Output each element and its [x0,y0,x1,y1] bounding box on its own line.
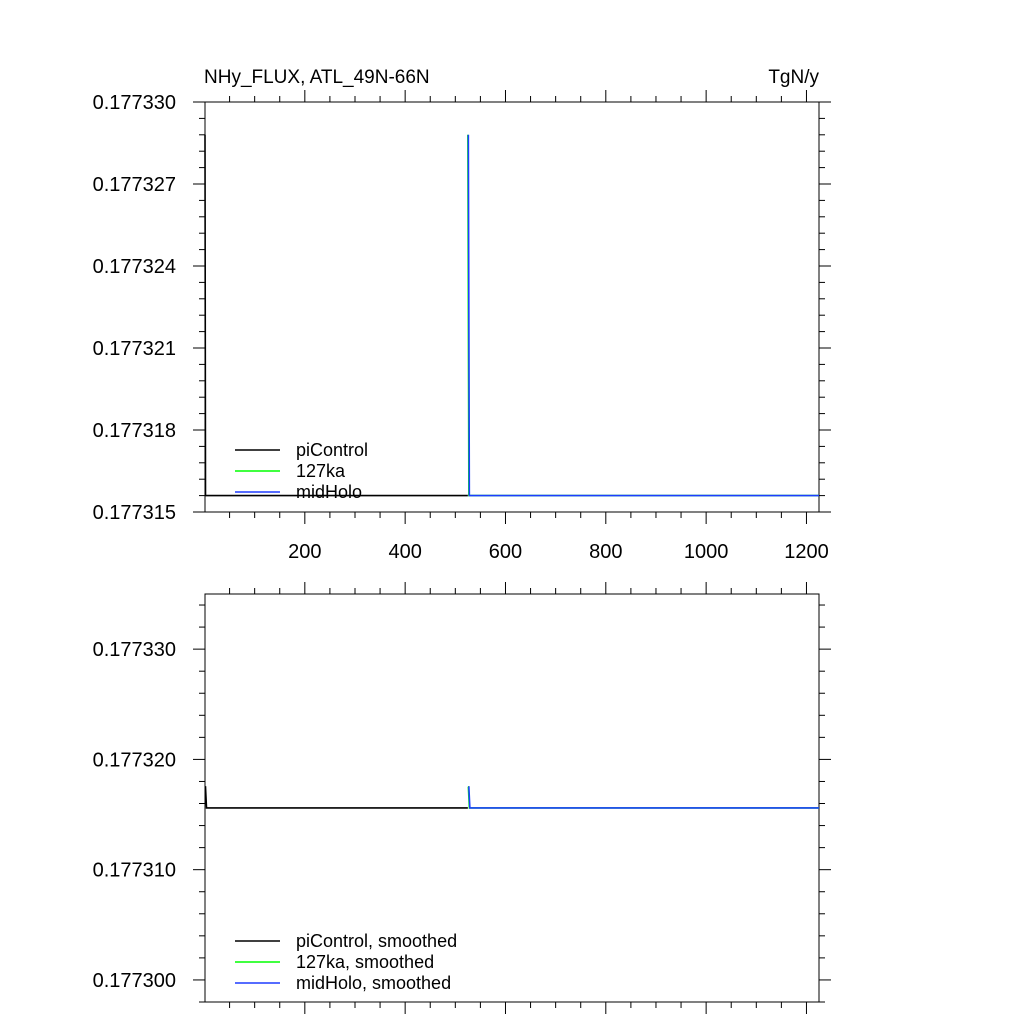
legend-label: midHolo, smoothed [296,973,451,993]
y-tick-label: 0.177324 [93,256,176,278]
series-line-2 [467,134,819,497]
plot-frame [204,593,820,1003]
chart-title: NHy_FLUX, ATL_49N-66N [204,67,430,88]
y-tick-label: 0.177330 [93,639,176,661]
x-tick-label: 1200 [784,541,829,563]
y-tick-label: 0.177327 [93,174,176,196]
series-line-1 [467,786,819,809]
series-line-0 [204,786,468,809]
series-line-1 [467,134,819,497]
top-panel: 200 400 600 800 1000 1200 0.177315 0.177318 0.17… [93,90,831,563]
legend-label: piControl [296,440,368,460]
x-tick-label: 1000 [684,541,729,563]
x-tick-label: 400 [388,541,421,563]
y-tick-label: 0.177315 [93,502,176,524]
legend-label: midHolo [296,482,362,502]
series-line-0 [204,134,468,497]
y-tick-label: 0.177300 [93,970,176,992]
bottom-panel: 0.177300 0.177310 0.177320 0.177330 piContro… [93,582,831,1014]
x-tick-label: 800 [589,541,622,563]
legend-label: 127ka, smoothed [296,952,434,972]
y-tick-label: 0.177310 [93,860,176,882]
y-tick-label: 0.177330 [93,92,176,114]
series-line-2 [468,786,819,809]
x-tick-label: 200 [288,541,321,563]
units-label: TgN/y [768,67,819,88]
legend-label: 127ka [296,461,346,481]
y-tick-label: 0.177318 [93,420,176,442]
y-tick-label: 0.177320 [93,749,176,771]
y-tick-label: 0.177321 [93,338,176,360]
x-tick-label: 600 [489,541,522,563]
legend-label: piControl, smoothed [296,931,457,951]
